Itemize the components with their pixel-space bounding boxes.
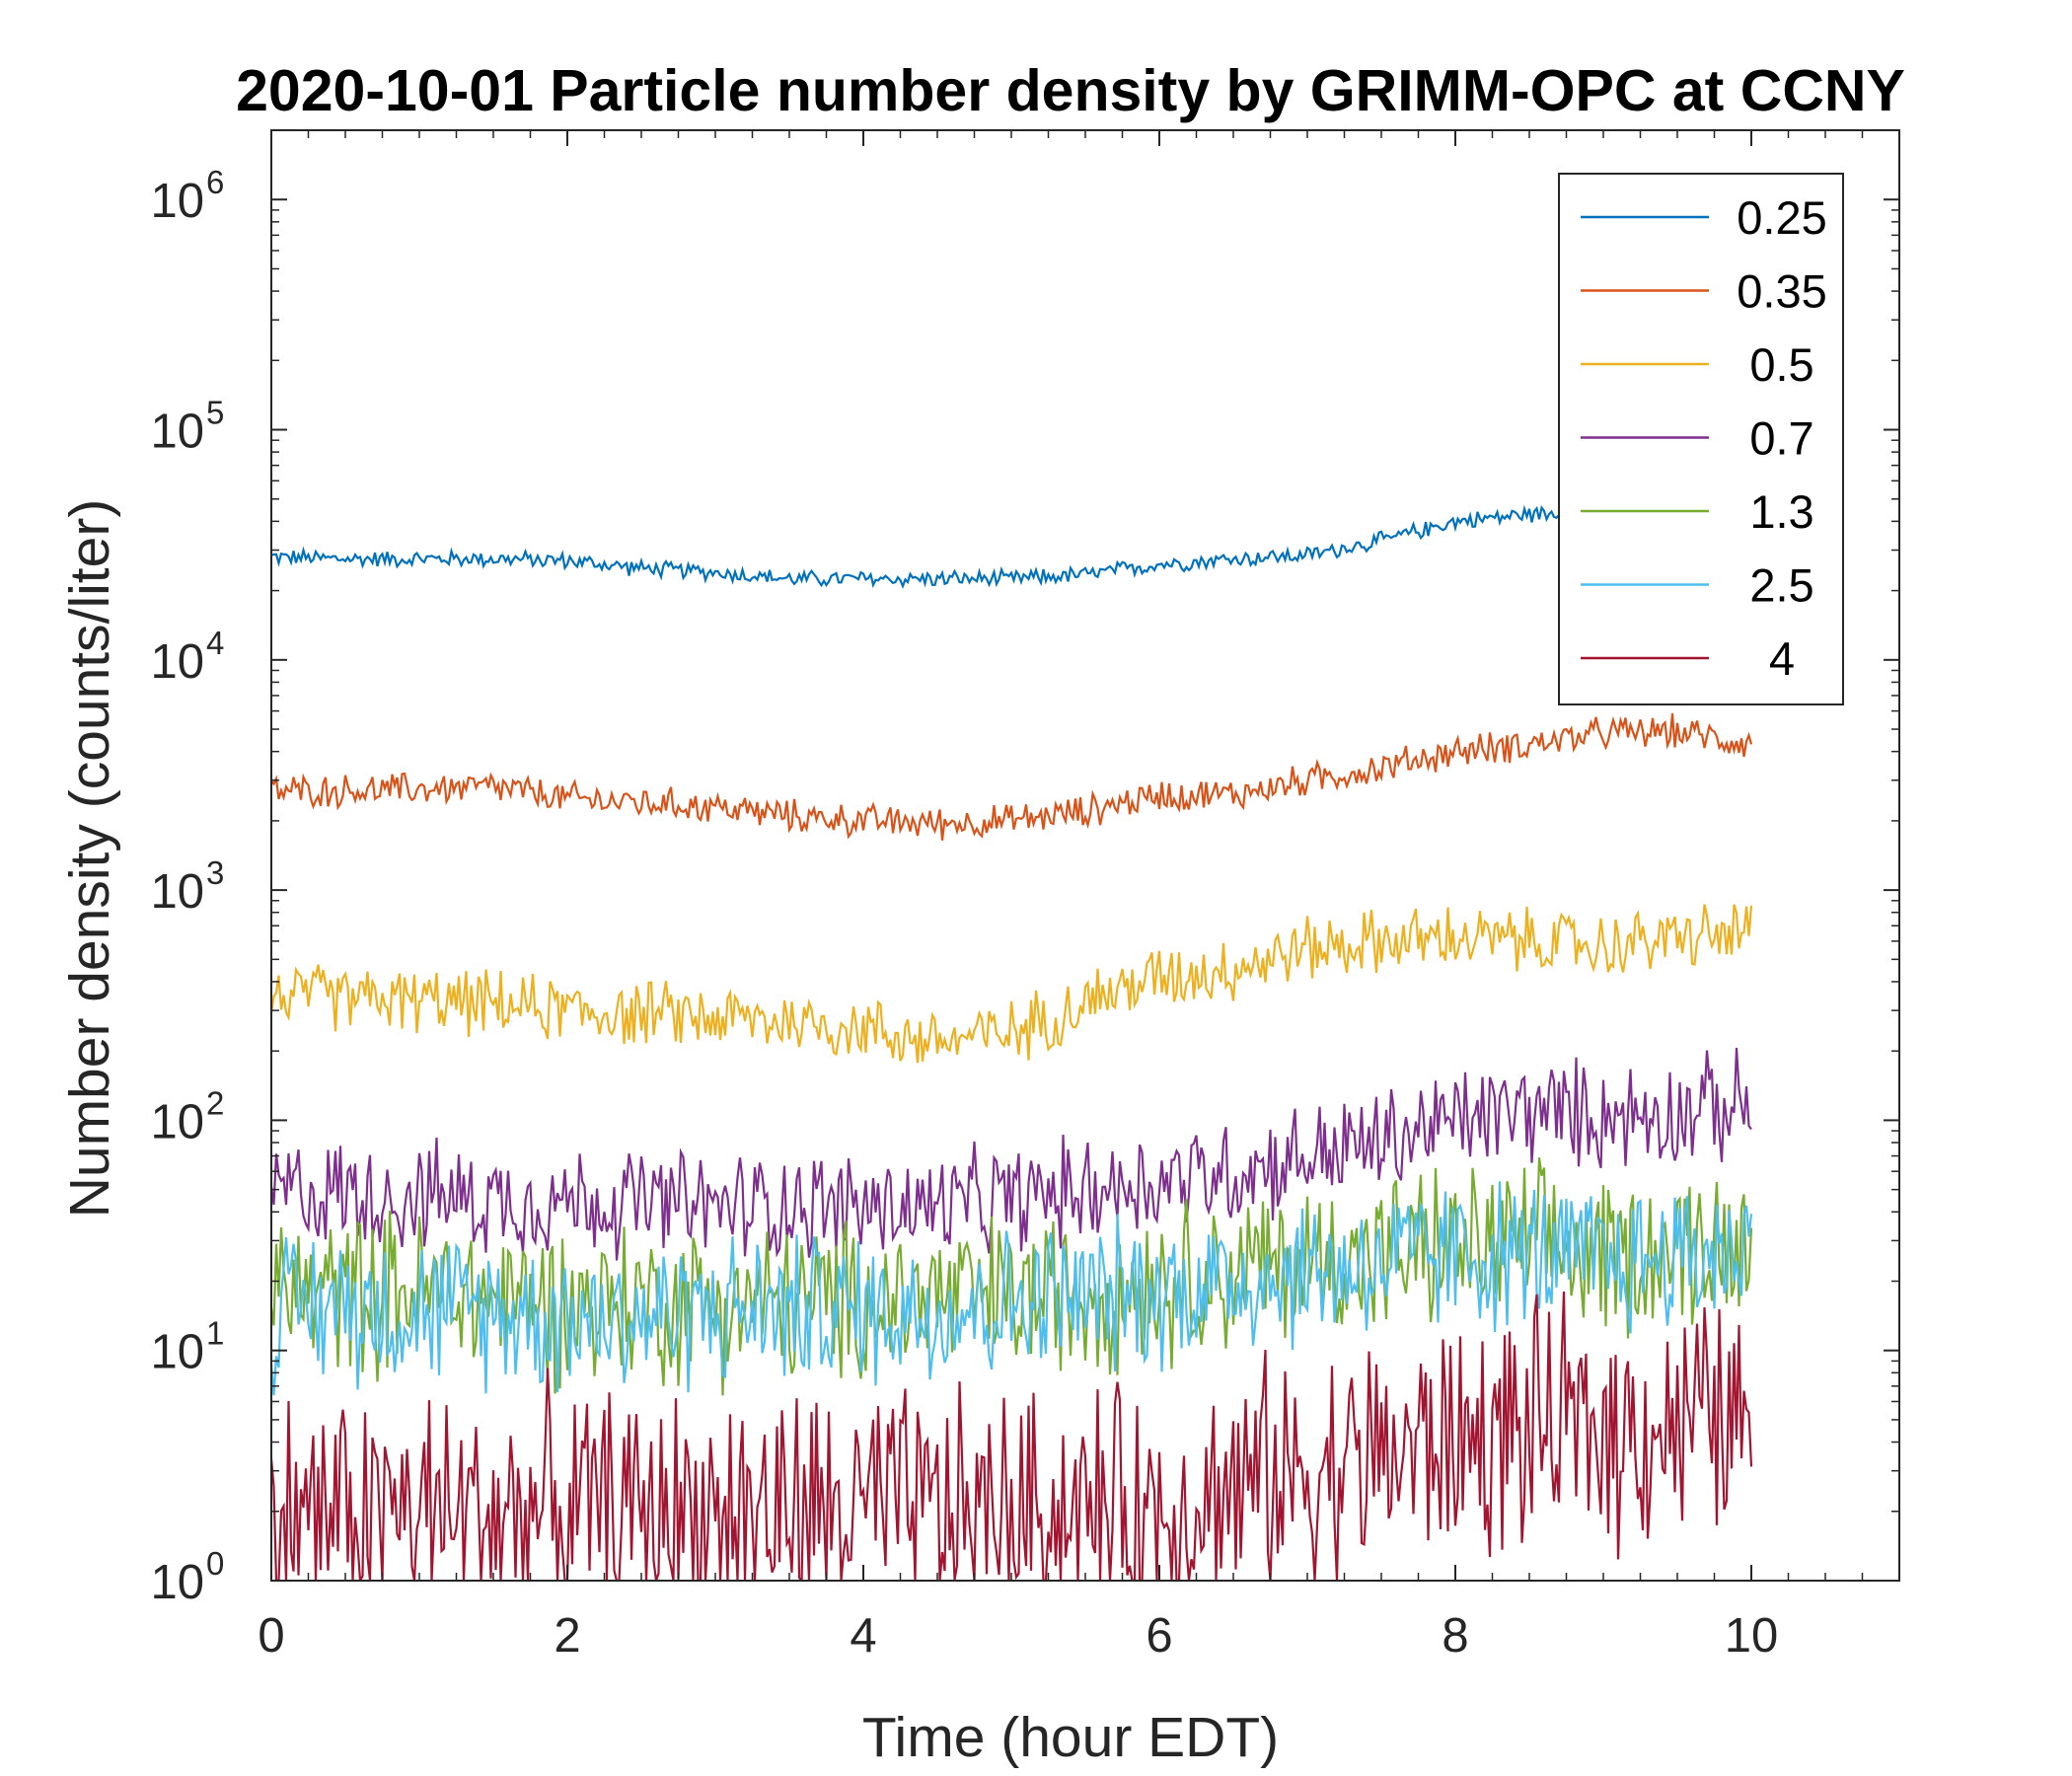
x-axis-label: Time (hour EDT) [862, 1706, 1279, 1769]
legend-label-1.3: 1.3 [1749, 485, 1813, 538]
y-tick-exponent: 4 [206, 625, 224, 661]
chart-title: 2020-10-01 Particle number density by GR… [236, 58, 1905, 123]
legend-label-4: 4 [1769, 632, 1795, 685]
legend-label-0.25: 0.25 [1737, 191, 1826, 244]
x-tick-label: 2 [554, 1609, 580, 1663]
y-axis-label: Number density (counts/liter) [58, 499, 121, 1219]
series-line-0.5 [271, 904, 1753, 1064]
series-line-4 [271, 1291, 1753, 1581]
x-tick-label: 6 [1146, 1609, 1172, 1663]
legend: 0.25 0.35 0.5 0.7 1.3 2.5 4 [1558, 173, 1844, 705]
y-tick-exponent: 6 [206, 164, 224, 200]
series-line-1.3 [271, 1157, 1753, 1396]
x-tick-label: 4 [850, 1609, 876, 1663]
y-tick-exponent: 5 [206, 395, 224, 431]
legend-label-0.5: 0.5 [1749, 338, 1813, 391]
y-tick-label: 10 [150, 406, 204, 459]
legend-items: 0.25 0.35 0.5 0.7 1.3 2.5 4 [1581, 191, 1827, 685]
y-tick-exponent: 2 [206, 1084, 224, 1121]
y-tick-label: 10 [150, 635, 204, 689]
series-line-0.35 [271, 712, 1753, 841]
x-tick-label: 10 [1725, 1609, 1779, 1663]
y-tick-label: 10 [150, 1556, 204, 1609]
y-tick-label: 10 [150, 175, 204, 228]
series-line-0.7 [271, 1047, 1752, 1261]
y-tick-exponent: 0 [206, 1545, 224, 1582]
series-layer [271, 499, 1753, 1581]
legend-label-0.7: 0.7 [1749, 412, 1813, 465]
legend-label-2.5: 2.5 [1749, 559, 1813, 612]
y-tick-exponent: 1 [206, 1315, 224, 1352]
series-line-0.25 [271, 499, 1752, 589]
x-tick-label: 0 [258, 1609, 284, 1663]
y-tick-label: 10 [150, 1326, 204, 1379]
legend-label-0.35: 0.35 [1737, 265, 1826, 318]
y-tick-exponent: 3 [206, 854, 224, 891]
legend-box [1558, 173, 1844, 705]
series-line-2.5 [271, 1181, 1753, 1396]
y-tick-label: 10 [150, 865, 204, 919]
y-tick-label: 10 [150, 1095, 204, 1148]
x-tick-label: 8 [1442, 1609, 1468, 1663]
